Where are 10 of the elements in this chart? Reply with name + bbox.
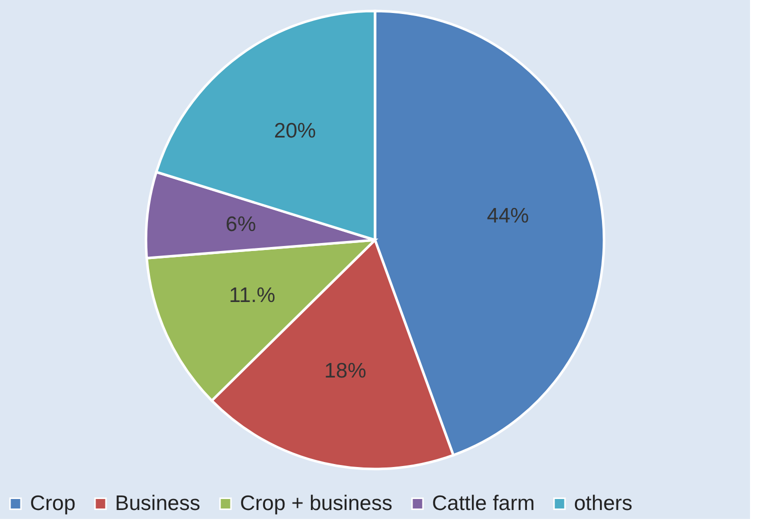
legend-label: others [574,492,632,515]
data-label: 20% [274,119,316,142]
legend-label: Cattle farm [432,492,535,515]
legend-label: Crop [30,492,76,515]
legend-label: Business [115,492,200,515]
legend-label: Crop + business [240,492,392,515]
data-label: 18% [324,360,366,383]
data-label: 44% [486,204,529,228]
data-label: 11.% [229,284,276,308]
data-label: 6% [226,213,256,236]
